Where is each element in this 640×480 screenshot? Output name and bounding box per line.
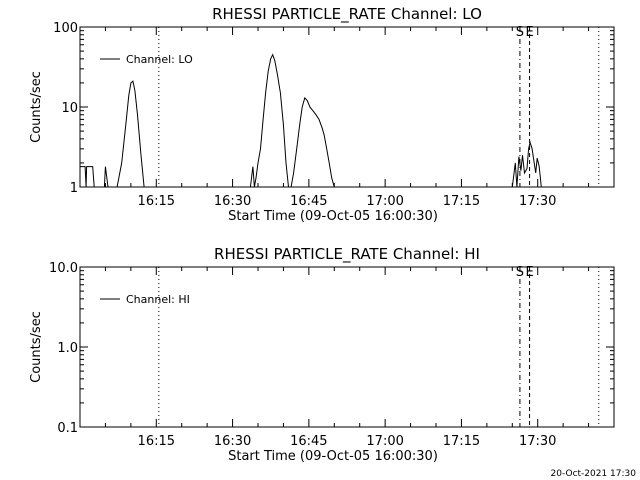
marker-label: E xyxy=(525,25,533,40)
chart-panel-1: RHESSI PARTICLE_RATE Channel: LO 1 10 100 16… xyxy=(29,5,615,224)
y-axis-label: Counts/sec xyxy=(29,311,44,383)
x-tick-label: 16:45 xyxy=(290,434,327,449)
y-tick-label: 1.0 xyxy=(57,341,78,356)
x-tick-label: 16:15 xyxy=(138,434,175,449)
marker-label: S xyxy=(516,25,524,40)
y-tick-label: 1 xyxy=(70,181,78,196)
data-series-line xyxy=(80,53,542,187)
y-tick-label: 100 xyxy=(53,21,78,36)
x-axis-label: Start Time (09-Oct-05 16:00:30) xyxy=(228,209,438,224)
x-tick-label: 17:00 xyxy=(366,434,403,449)
x-tick-label: 16:30 xyxy=(214,194,251,209)
chart-title: RHESSI PARTICLE_RATE Channel: LO xyxy=(212,5,482,24)
x-tick-label: 17:15 xyxy=(443,434,480,449)
y-tick-label: 0.1 xyxy=(57,421,78,436)
marker-label: S xyxy=(516,265,524,280)
legend-label: Channel: HI xyxy=(126,293,190,306)
marker-label: E xyxy=(525,265,533,280)
y-axis-label: Counts/sec xyxy=(29,71,44,143)
y-tick-label: 10 xyxy=(61,101,78,116)
chart-title: RHESSI PARTICLE_RATE Channel: HI xyxy=(214,245,480,264)
timestamp-label: 20-Oct-2021 17:30 xyxy=(551,469,637,479)
x-tick-label: 17:30 xyxy=(519,194,556,209)
x-tick-label: 17:15 xyxy=(443,194,480,209)
x-tick-label: 17:30 xyxy=(519,434,556,449)
x-tick-label: 16:30 xyxy=(214,434,251,449)
x-tick-label: 17:00 xyxy=(366,194,403,209)
legend-label: Channel: LO xyxy=(126,53,193,66)
chart-panel-2: RHESSI PARTICLE_RATE Channel: HI 0.1 1.0 10… xyxy=(29,245,615,464)
x-tick-label: 16:45 xyxy=(290,194,327,209)
x-axis-label: Start Time (09-Oct-05 16:00:30) xyxy=(228,449,438,464)
x-tick-label: 16:15 xyxy=(138,194,175,209)
y-tick-label: 10.0 xyxy=(49,261,78,276)
